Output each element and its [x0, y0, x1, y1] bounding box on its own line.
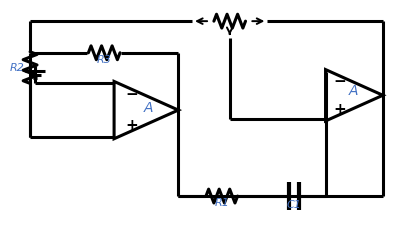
- Text: C1: C1: [286, 200, 301, 210]
- Text: +: +: [333, 102, 345, 117]
- Text: +: +: [125, 118, 137, 133]
- Text: R1: R1: [214, 198, 229, 208]
- Text: R3: R3: [97, 55, 111, 65]
- Text: R2: R2: [10, 63, 25, 73]
- Text: −: −: [333, 74, 345, 89]
- Text: −: −: [125, 87, 137, 102]
- Text: A: A: [347, 84, 357, 98]
- Text: A: A: [144, 101, 153, 115]
